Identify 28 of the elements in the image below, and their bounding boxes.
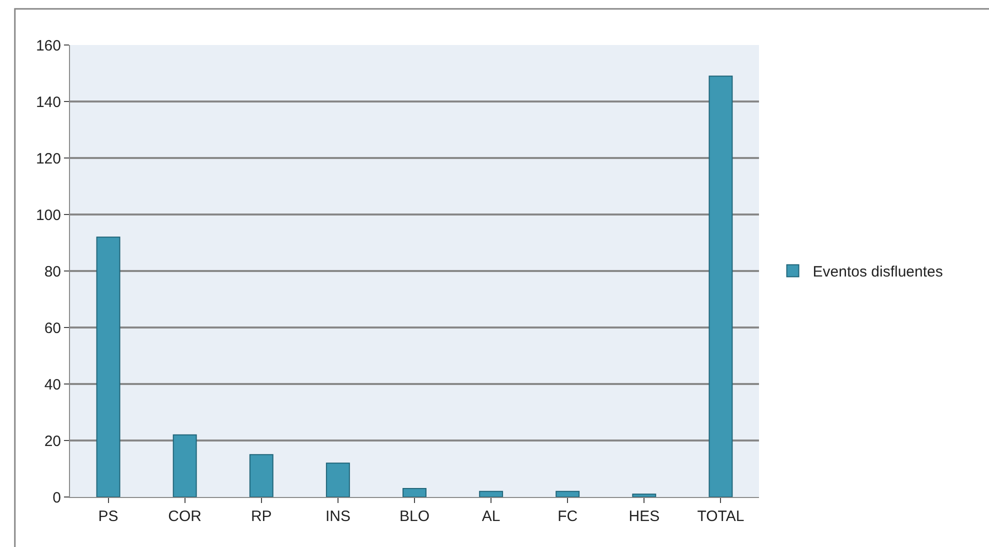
- bar: [172, 434, 197, 497]
- y-tick-label: 140: [36, 94, 61, 111]
- bar: [632, 494, 656, 497]
- y-tick-label: 20: [44, 432, 61, 450]
- x-tick-label: RP: [250, 508, 272, 525]
- y-tick-label: 160: [36, 37, 61, 54]
- legend-label: Eventos disfluentes: [812, 264, 943, 281]
- y-tick-label: 60: [44, 320, 61, 337]
- x-tick-label: COR: [168, 508, 202, 525]
- y-tick-label: 80: [44, 263, 61, 280]
- y-tick-label: 40: [44, 376, 61, 394]
- bar: [96, 236, 120, 497]
- x-tick-label: INS: [325, 508, 350, 525]
- bar: [556, 490, 580, 497]
- x-tick-label: HES: [628, 508, 660, 525]
- y-tick-label: 120: [36, 150, 61, 168]
- x-tick-label: BLO: [399, 508, 430, 525]
- bar: [402, 488, 426, 497]
- x-tick-label: PS: [98, 508, 118, 525]
- y-tick-label: 100: [36, 206, 61, 224]
- bar: [479, 490, 504, 497]
- x-tick-label: AL: [482, 508, 500, 525]
- bar: [326, 462, 350, 497]
- y-tick-label: 0: [52, 489, 61, 506]
- bar: [708, 76, 733, 497]
- x-tick-label: TOTAL: [697, 508, 744, 525]
- bar: [249, 454, 274, 497]
- x-tick-label: FC: [558, 508, 578, 525]
